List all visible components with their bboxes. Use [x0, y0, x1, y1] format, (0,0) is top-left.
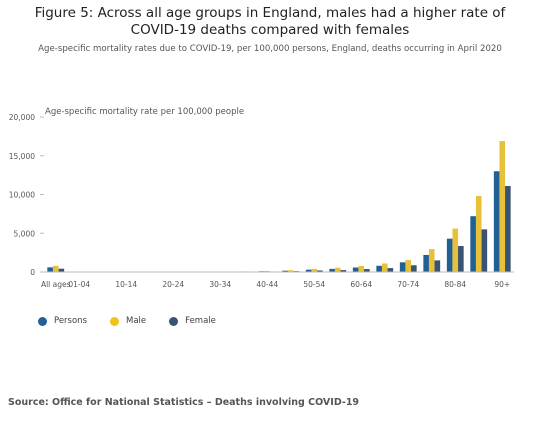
bar-persons[interactable] [399, 262, 406, 272]
bar-male[interactable] [452, 228, 459, 272]
bar-female[interactable] [387, 268, 394, 272]
legend-label-male: Male [126, 316, 147, 326]
legend-item-male[interactable]: Male [110, 316, 146, 326]
bar-chart: Age-specific mortality rate per 100,000 … [9, 107, 514, 289]
bar-male[interactable] [264, 270, 271, 272]
bar-persons[interactable] [470, 216, 476, 272]
bar-female[interactable] [58, 268, 65, 272]
bar-persons[interactable] [423, 254, 429, 272]
x-tick-label: 60-64 [350, 280, 372, 289]
bar-male[interactable] [358, 265, 365, 272]
bar-female[interactable] [317, 270, 323, 272]
legend-item-persons[interactable]: Persons [38, 316, 87, 326]
legend: Persons Male Female [38, 316, 239, 326]
x-tick-label: 70-74 [397, 280, 419, 289]
bar-persons[interactable] [329, 268, 335, 272]
chart-title: Figure 5: Across all age groups in Engla… [0, 5, 540, 39]
source-note: Source: Office for National Statistics –… [8, 397, 360, 408]
x-tick-label: 10-14 [115, 280, 137, 289]
legend-swatch-male [110, 316, 119, 326]
legend-item-female[interactable]: Female [169, 316, 216, 326]
bar-persons[interactable] [446, 238, 453, 272]
bar-female[interactable] [411, 265, 417, 272]
x-tick-label: 40-44 [256, 280, 278, 289]
bar-male[interactable] [334, 267, 341, 272]
x-tick-label: 01-04 [68, 280, 90, 289]
bars [47, 141, 511, 272]
bar-persons[interactable] [305, 269, 312, 272]
bar-male[interactable] [381, 263, 388, 272]
bar-male[interactable] [405, 259, 412, 272]
bar-male[interactable] [475, 196, 482, 272]
legend-swatch-female [169, 316, 179, 326]
y-axis: 0 5,000 10,000 15,000 20,000 [9, 113, 44, 277]
bar-persons[interactable] [47, 267, 53, 272]
y-tick-label: 20,000 [9, 113, 35, 122]
bar-female[interactable] [505, 185, 511, 272]
chart-subtitle: Age-specific mortality rates due to COVI… [38, 44, 502, 54]
y-tick-label: 15,000 [9, 152, 35, 161]
bar-persons[interactable] [352, 267, 359, 272]
y-tick-label: 5,000 [14, 229, 36, 238]
bar-female[interactable] [481, 229, 488, 272]
bar-male[interactable] [52, 265, 59, 272]
x-tick-label: 30-34 [209, 280, 231, 289]
chart-title-line-1: Figure 5: Across all age groups in Engla… [34, 5, 506, 21]
bar-female[interactable] [364, 269, 370, 272]
bar-persons[interactable] [493, 171, 500, 272]
legend-label-persons: Persons [54, 316, 87, 326]
x-tick-label: 20-24 [162, 280, 184, 289]
bar-male[interactable] [311, 268, 318, 272]
x-tick-label: 90+ [494, 280, 510, 289]
bar-persons[interactable] [282, 270, 288, 272]
y-tick-label: 10,000 [9, 191, 35, 200]
bar-persons[interactable] [376, 265, 382, 272]
bar-female[interactable] [434, 260, 441, 272]
bar-male[interactable] [428, 249, 435, 272]
x-tick-label: All ages [41, 280, 71, 289]
legend-swatch-persons [38, 316, 47, 326]
bar-female[interactable] [458, 246, 464, 272]
legend-label-female: Female [185, 316, 216, 326]
bar-female[interactable] [340, 270, 347, 272]
y-axis-label: Age-specific mortality rate per 100,000 … [45, 107, 244, 117]
y-tick-label: 0 [30, 268, 35, 277]
bar-male[interactable] [499, 141, 506, 272]
x-tick-label: 80-84 [444, 280, 466, 289]
chart-title-line-2: COVID-19 deaths compared with females [130, 22, 410, 38]
x-tick-label: 50-54 [303, 280, 325, 289]
bar-male[interactable] [287, 270, 294, 272]
